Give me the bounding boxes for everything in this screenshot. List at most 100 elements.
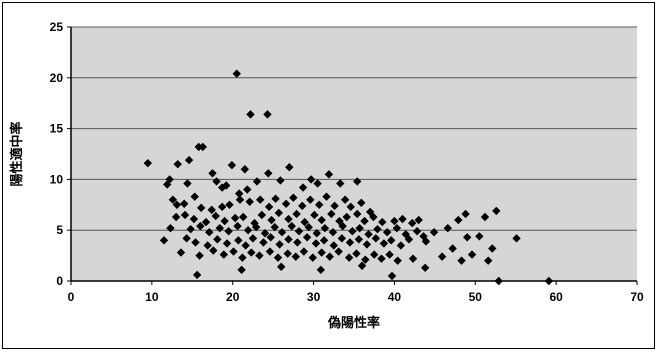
data-point — [281, 199, 291, 208]
data-point — [232, 69, 241, 78]
chart-frame: 0 10 20 30 40 50 60 70 0 5 10 15 20 25 偽陽性率 陽性適中率 — [2, 2, 655, 349]
data-point — [238, 253, 247, 262]
data-point — [163, 180, 172, 189]
data-point — [275, 240, 284, 249]
data-point — [265, 247, 275, 256]
data-point — [171, 212, 181, 222]
x-axis-title: 偽陽性率 — [327, 315, 380, 330]
data-point — [203, 241, 212, 250]
data-point — [284, 214, 293, 224]
data-point — [234, 236, 243, 245]
data-point — [475, 232, 484, 241]
data-points — [143, 69, 554, 286]
data-point — [315, 200, 324, 209]
data-point — [355, 223, 364, 233]
data-point — [353, 177, 362, 186]
data-point — [306, 195, 315, 204]
data-point — [346, 202, 355, 212]
data-point — [201, 217, 211, 227]
data-point — [344, 253, 354, 262]
data-point — [386, 236, 396, 245]
data-point — [382, 228, 392, 237]
data-point — [263, 110, 272, 119]
data-point — [222, 181, 231, 190]
data-point — [370, 250, 379, 259]
data-point — [189, 214, 199, 224]
data-point — [196, 203, 206, 213]
data-point — [252, 177, 262, 186]
data-point — [338, 221, 347, 231]
data-point — [310, 210, 319, 220]
data-point — [186, 224, 195, 234]
data-point — [353, 209, 362, 219]
data-point — [364, 230, 373, 239]
data-point — [270, 222, 279, 232]
data-point — [273, 253, 283, 262]
data-point — [325, 252, 334, 261]
data-point — [298, 201, 307, 211]
data-point — [317, 248, 326, 257]
data-point — [299, 247, 309, 256]
data-point — [467, 250, 477, 259]
data-point — [437, 252, 447, 261]
data-point — [207, 205, 216, 215]
data-point — [215, 223, 224, 233]
data-point — [245, 197, 254, 206]
data-point — [182, 234, 191, 243]
data-point — [412, 227, 422, 236]
data-point — [190, 192, 199, 201]
y-tick-label: 10 — [50, 172, 64, 186]
plot-area — [71, 27, 637, 281]
data-point — [357, 198, 366, 207]
data-point — [184, 155, 194, 165]
data-point — [461, 209, 470, 219]
data-point — [284, 235, 293, 244]
data-point — [512, 234, 521, 243]
data-point — [251, 222, 261, 232]
data-point — [379, 239, 389, 248]
data-point — [208, 169, 217, 178]
data-point — [373, 224, 382, 234]
y-tick-label: 15 — [50, 122, 64, 136]
data-point — [311, 239, 321, 248]
data-point — [235, 195, 245, 204]
data-point — [209, 246, 218, 255]
data-point — [211, 211, 220, 221]
data-point — [172, 200, 182, 209]
data-point — [313, 179, 322, 188]
data-point — [264, 202, 274, 212]
gridlines — [71, 26, 637, 231]
data-point — [327, 209, 336, 219]
data-point — [225, 200, 234, 209]
data-point — [408, 254, 418, 263]
y-tick-label: 5 — [56, 223, 63, 237]
x-tick-label: 10 — [145, 290, 159, 304]
data-point — [354, 235, 364, 244]
data-point — [357, 261, 367, 270]
data-point — [277, 262, 286, 271]
data-point — [237, 265, 246, 275]
data-point — [398, 214, 407, 224]
data-point — [337, 234, 347, 243]
data-point — [390, 216, 399, 226]
data-point — [300, 217, 309, 227]
data-point — [420, 263, 430, 272]
data-point — [212, 177, 221, 186]
data-point — [345, 238, 355, 247]
data-point — [233, 221, 242, 231]
data-point — [287, 221, 296, 231]
data-point — [267, 215, 276, 225]
data-point — [246, 110, 255, 119]
data-point — [192, 270, 202, 280]
data-point — [319, 236, 329, 245]
data-point — [289, 193, 298, 202]
data-point — [276, 176, 285, 185]
plot-background — [71, 27, 637, 281]
data-point — [196, 221, 205, 231]
data-point — [369, 212, 378, 222]
data-point — [239, 212, 248, 222]
data-point — [195, 251, 204, 260]
data-point — [292, 209, 301, 219]
data-point — [241, 241, 250, 250]
data-point — [173, 159, 182, 169]
